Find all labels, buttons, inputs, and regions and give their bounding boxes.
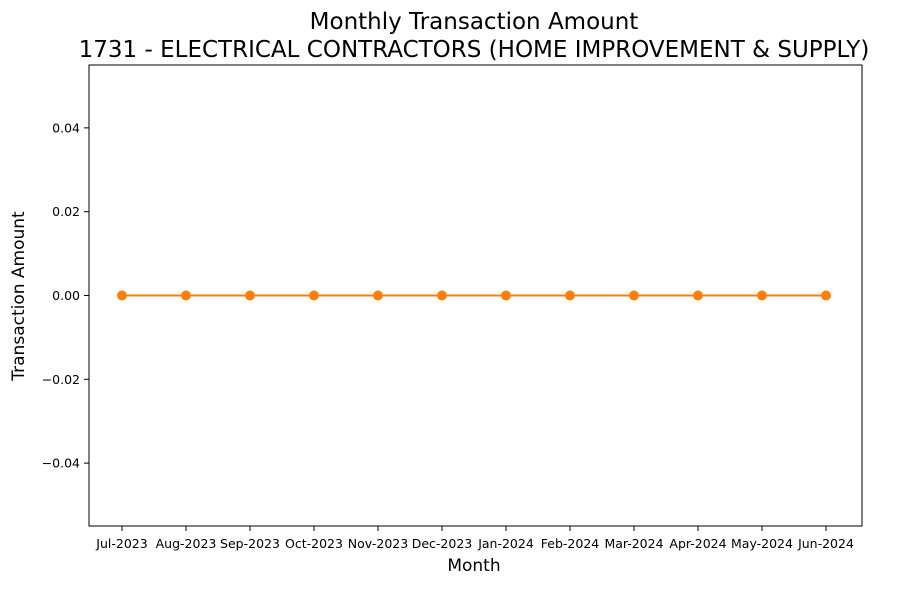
x-tick-label: Jul-2023 (95, 536, 147, 551)
series-layer (117, 290, 831, 301)
x-tick-label: Oct-2023 (285, 536, 343, 551)
y-tick-label: 0.00 (52, 288, 80, 303)
y-axis-label: Transaction Amount (9, 211, 29, 382)
x-tick-label: Jun-2024 (797, 536, 854, 551)
chart-title-line2: 1731 - ELECTRICAL CONTRACTORS (HOME IMPR… (79, 37, 870, 63)
data-point-marker (437, 290, 447, 301)
x-tick-label: Sep-2023 (220, 536, 280, 551)
x-axis-label: Month (447, 556, 500, 576)
data-point-marker (629, 290, 639, 301)
data-point-marker (757, 290, 767, 301)
data-point-marker (821, 290, 831, 301)
data-point-marker (181, 290, 191, 301)
data-point-marker (501, 290, 511, 301)
x-axis-ticks: Jul-2023 Aug-2023 Sep-2023 Oct-2023 Nov-2023… (95, 526, 854, 551)
y-tick-label: −0.02 (42, 372, 80, 387)
data-point-marker (565, 290, 575, 301)
data-point-marker (373, 290, 383, 301)
y-axis-ticks: −0.04 −0.02 0.00 0.02 0.04 (42, 120, 89, 471)
x-tick-label: Jan-2024 (477, 536, 534, 551)
x-tick-label: Dec-2023 (412, 536, 473, 551)
x-tick-label: Apr-2024 (669, 536, 726, 551)
chart-title-line1: Monthly Transaction Amount (310, 9, 639, 35)
x-tick-label: Mar-2024 (604, 536, 663, 551)
data-point-marker (245, 290, 255, 301)
x-tick-label: Nov-2023 (348, 536, 408, 551)
y-tick-label: 0.02 (52, 204, 80, 219)
y-tick-label: 0.04 (52, 120, 80, 135)
x-tick-label: Feb-2024 (541, 536, 600, 551)
data-point-marker (309, 290, 319, 301)
data-point-marker (693, 290, 703, 301)
x-tick-label: May-2024 (731, 536, 793, 551)
data-point-marker (117, 290, 127, 301)
y-tick-label: −0.04 (42, 456, 80, 471)
x-tick-label: Aug-2023 (156, 536, 217, 551)
